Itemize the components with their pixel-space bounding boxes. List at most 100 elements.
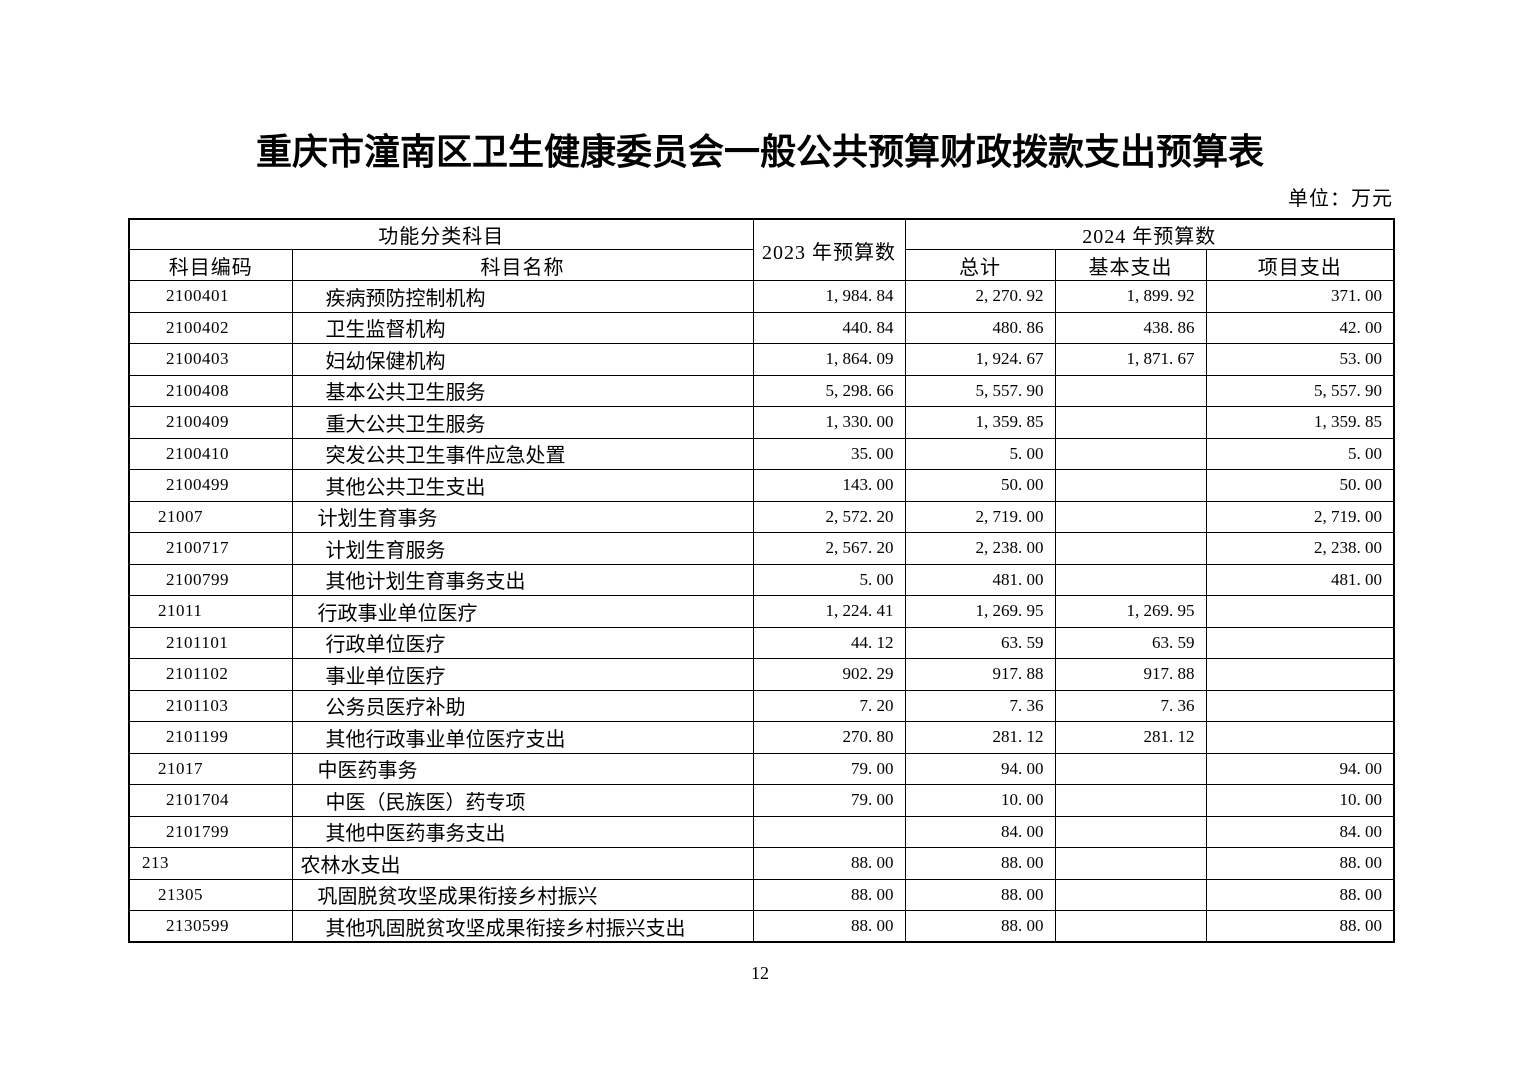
cell-basic — [1054, 532, 1207, 565]
cell-project: 42. 00 — [1205, 311, 1395, 344]
header-row-2: 科目编码 科目名称 总计 基本支出 项目支出 — [128, 249, 1395, 281]
cell-code: 2100401 — [128, 280, 293, 313]
cell-project: 88. 00 — [1205, 910, 1395, 943]
cell-project: 2, 719. 00 — [1205, 500, 1395, 533]
table-row: 2100408 基本公共卫生服务 5, 298. 66 5, 557. 90 5… — [128, 374, 1395, 407]
cell-code: 213 — [128, 847, 293, 880]
cell-total: 281. 12 — [904, 721, 1056, 754]
cell-basic: 7. 36 — [1054, 689, 1207, 722]
cell-project — [1205, 689, 1395, 722]
cell-2023: 2, 567. 20 — [752, 532, 906, 565]
cell-project: 84. 00 — [1205, 815, 1395, 848]
cell-code: 2100403 — [128, 343, 293, 376]
cell-total: 84. 00 — [904, 815, 1056, 848]
cell-total: 481. 00 — [904, 563, 1056, 596]
cell-2023: 79. 00 — [752, 752, 906, 785]
cell-code: 2100410 — [128, 437, 293, 470]
cell-2023: 1, 330. 00 — [752, 406, 906, 439]
cell-basic — [1054, 500, 1207, 533]
cell-2023: 5. 00 — [752, 563, 906, 596]
cell-name: 其他行政事业单位医疗支出 — [291, 721, 754, 754]
cell-total: 2, 719. 00 — [904, 500, 1056, 533]
table-body: 2100401 疾病预防控制机构 1, 984. 84 2, 270. 92 1… — [128, 280, 1395, 943]
table-row: 2100402 卫生监督机构 440. 84 480. 86 438. 86 4… — [128, 311, 1395, 344]
cell-code: 2101199 — [128, 721, 293, 754]
cell-total: 917. 88 — [904, 658, 1056, 691]
cell-basic — [1054, 406, 1207, 439]
cell-name: 事业单位医疗 — [291, 658, 754, 691]
cell-basic — [1054, 374, 1207, 407]
cell-code: 2101101 — [128, 626, 293, 659]
cell-project: 53. 00 — [1205, 343, 1395, 376]
table-row: 2100717 计划生育服务 2, 567. 20 2, 238. 00 2, … — [128, 532, 1395, 565]
cell-2023: 5, 298. 66 — [752, 374, 906, 407]
cell-2023: 270. 80 — [752, 721, 906, 754]
cell-name: 计划生育服务 — [291, 532, 754, 565]
cell-project: 94. 00 — [1205, 752, 1395, 785]
table-row: 2130599 其他巩固脱贫攻坚成果衔接乡村振兴支出 88. 00 88. 00… — [128, 910, 1395, 943]
cell-name: 其他巩固脱贫攻坚成果衔接乡村振兴支出 — [291, 910, 754, 943]
cell-code: 2101102 — [128, 658, 293, 691]
cell-project: 88. 00 — [1205, 847, 1395, 880]
cell-name: 行政单位医疗 — [291, 626, 754, 659]
cell-project: 88. 00 — [1205, 878, 1395, 911]
table-row: 2100799 其他计划生育事务支出 5. 00 481. 00 481. 00 — [128, 563, 1395, 596]
cell-code: 2130599 — [128, 910, 293, 943]
header-budget-2024: 2024 年预算数 — [904, 218, 1395, 250]
cell-2023: 902. 29 — [752, 658, 906, 691]
cell-basic: 1, 899. 92 — [1054, 280, 1207, 313]
cell-code: 2100408 — [128, 374, 293, 407]
cell-2023: 1, 224. 41 — [752, 595, 906, 628]
cell-2023: 88. 00 — [752, 847, 906, 880]
cell-name: 中医（民族医）药专项 — [291, 784, 754, 817]
cell-name: 其他公共卫生支出 — [291, 469, 754, 502]
cell-2023: 35. 00 — [752, 437, 906, 470]
cell-total: 5. 00 — [904, 437, 1056, 470]
table-row: 2100410 突发公共卫生事件应急处置 35. 00 5. 00 5. 00 — [128, 437, 1395, 470]
header-name: 科目名称 — [291, 249, 754, 281]
cell-name: 卫生监督机构 — [291, 311, 754, 344]
cell-name: 其他中医药事务支出 — [291, 815, 754, 848]
cell-project: 1, 359. 85 — [1205, 406, 1395, 439]
cell-code: 2100499 — [128, 469, 293, 502]
cell-name: 基本公共卫生服务 — [291, 374, 754, 407]
cell-name: 农林水支出 — [291, 847, 754, 880]
unit-label: 单位：万元 — [1288, 188, 1393, 210]
cell-project: 481. 00 — [1205, 563, 1395, 596]
cell-total: 63. 59 — [904, 626, 1056, 659]
cell-basic — [1054, 752, 1207, 785]
cell-name: 妇幼保健机构 — [291, 343, 754, 376]
table-row: 2100401 疾病预防控制机构 1, 984. 84 2, 270. 92 1… — [128, 280, 1395, 313]
cell-basic: 63. 59 — [1054, 626, 1207, 659]
cell-total: 2, 270. 92 — [904, 280, 1056, 313]
cell-basic: 1, 871. 67 — [1054, 343, 1207, 376]
cell-2023 — [752, 815, 906, 848]
table-row: 21007 计划生育事务 2, 572. 20 2, 719. 00 2, 71… — [128, 500, 1395, 533]
header-budget-2023: 2023 年预算数 — [752, 218, 906, 281]
cell-code: 2101103 — [128, 689, 293, 722]
cell-basic: 281. 12 — [1054, 721, 1207, 754]
cell-total: 88. 00 — [904, 910, 1056, 943]
header-total: 总计 — [904, 249, 1056, 281]
table-row: 2101199 其他行政事业单位医疗支出 270. 80 281. 12 281… — [128, 721, 1395, 754]
cell-basic — [1054, 847, 1207, 880]
table-row: 2100499 其他公共卫生支出 143. 00 50. 00 50. 00 — [128, 469, 1395, 502]
cell-2023: 44. 12 — [752, 626, 906, 659]
table-row: 21017 中医药事务 79. 00 94. 00 94. 00 — [128, 752, 1395, 785]
cell-2023: 88. 00 — [752, 910, 906, 943]
table-row: 21305 巩固脱贫攻坚成果衔接乡村振兴 88. 00 88. 00 88. 0… — [128, 878, 1395, 911]
table-row: 2101101 行政单位医疗 44. 12 63. 59 63. 59 — [128, 626, 1395, 659]
cell-project — [1205, 595, 1395, 628]
cell-code: 2101704 — [128, 784, 293, 817]
table-row: 2101103 公务员医疗补助 7. 20 7. 36 7. 36 — [128, 689, 1395, 722]
cell-basic: 1, 269. 95 — [1054, 595, 1207, 628]
cell-total: 5, 557. 90 — [904, 374, 1056, 407]
cell-name: 行政事业单位医疗 — [291, 595, 754, 628]
cell-total: 50. 00 — [904, 469, 1056, 502]
cell-code: 21007 — [128, 500, 293, 533]
cell-code: 21011 — [128, 595, 293, 628]
cell-project: 10. 00 — [1205, 784, 1395, 817]
cell-2023: 1, 984. 84 — [752, 280, 906, 313]
table-row: 2101799 其他中医药事务支出 84. 00 84. 00 — [128, 815, 1395, 848]
cell-project: 5, 557. 90 — [1205, 374, 1395, 407]
